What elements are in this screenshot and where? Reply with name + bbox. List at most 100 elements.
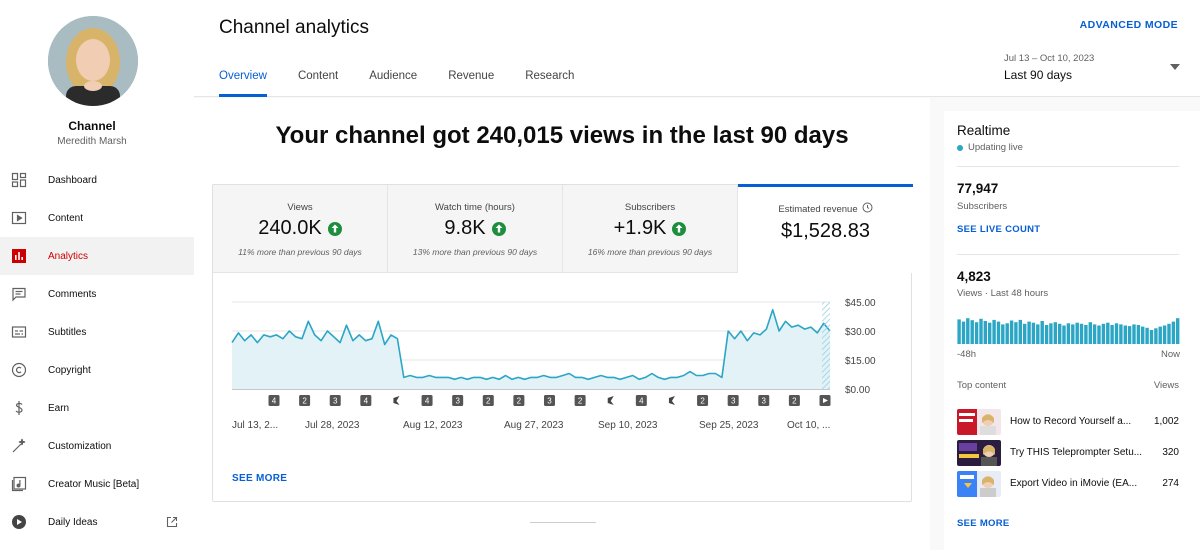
series-area [232, 309, 830, 389]
video-marker[interactable]: 3 [544, 395, 555, 406]
metric-tab-revenue[interactable]: Estimated revenue $1,528.83 [738, 184, 913, 273]
metric-tabs: Views 240.0K 11% more than previous 90 d… [213, 184, 913, 273]
metric-label: Subscribers [624, 202, 676, 213]
sidebar-item-label: Creator Music [Beta] [48, 478, 140, 490]
chevron-down-icon[interactable] [1170, 64, 1180, 70]
video-marker[interactable]: 4 [635, 395, 647, 406]
date-range-selector[interactable]: Last 90 days [1004, 68, 1073, 82]
sidebar-item-copyright[interactable]: Copyright [0, 351, 194, 389]
metric-label: Estimated revenue [778, 203, 858, 215]
advanced-mode-button[interactable]: ADVANCED MODE [1079, 19, 1178, 31]
y-tick-label: $0.00 [845, 385, 870, 396]
date-range-dates[interactable]: Jul 13 – Oct 10, 2023 [1004, 53, 1095, 64]
realtime-bar [1049, 323, 1053, 344]
sidebar-item-subtitles[interactable]: Subtitles [0, 313, 194, 351]
overview-panel: Your channel got 240,015 views in the la… [194, 98, 930, 550]
tab-content[interactable]: Content [297, 70, 339, 82]
video-marker[interactable] [605, 395, 616, 406]
metrics-card: Views 240.0K 11% more than previous 90 d… [212, 184, 913, 502]
external-link-icon[interactable] [166, 516, 178, 528]
video-marker[interactable]: 4 [360, 395, 372, 406]
svg-text:3: 3 [547, 397, 552, 406]
realtime-title: Realtime [957, 123, 1011, 138]
video-marker[interactable]: 2 [788, 395, 800, 406]
realtime-bar [1119, 324, 1123, 344]
subscriber-label: Subscribers [957, 201, 1008, 212]
sidebar-item-comments[interactable]: Comments [0, 275, 194, 313]
realtime-bar [1167, 323, 1171, 344]
video-thumbnail [957, 440, 1001, 466]
series-line [231, 308, 831, 381]
metric-tab-subscribers[interactable]: Subscribers +1.9K 16% more than previous… [563, 185, 738, 273]
sidebar-item-earn[interactable]: Earn [0, 389, 194, 427]
x-tick-label: Aug 12, 2023 [403, 420, 463, 431]
tab-revenue[interactable]: Revenue [448, 70, 495, 82]
realtime-bar [1145, 327, 1149, 344]
video-marker[interactable]: 3 [727, 395, 739, 406]
video-marker[interactable]: 2 [482, 395, 494, 406]
tab-research[interactable]: Research [525, 70, 575, 82]
tab-overview[interactable]: Overview [219, 70, 267, 97]
video-marker[interactable]: 3 [329, 395, 341, 406]
realtime-bar [1136, 325, 1141, 344]
realtime-bar [1154, 328, 1158, 344]
realtime-bar [1084, 325, 1088, 344]
revenue-chart[interactable]: $45.00 $30.00 $15.00 $0.00 4 2 3 4 4 3 2 2 3 2 4 2 3 3 2 Ju… [213, 285, 913, 460]
realtime-panel: Realtime Updating live 77,947 Subscriber… [944, 111, 1200, 550]
sidebar-item-customization[interactable]: Customization [0, 427, 194, 465]
avatar[interactable] [48, 16, 138, 106]
video-title: Export Video in iMovie (EA... [1010, 478, 1138, 489]
video-marker[interactable] [391, 395, 402, 406]
realtime-bar [1127, 326, 1132, 344]
metric-tab-watch-time[interactable]: Watch time (hours) 9.8K 13% more than pr… [388, 185, 563, 273]
video-marker[interactable]: 4 [421, 395, 433, 406]
tab-audience[interactable]: Audience [369, 70, 418, 82]
divider [530, 522, 596, 523]
see-more-button[interactable]: SEE MORE [232, 473, 288, 484]
video-thumbnail [957, 409, 1001, 435]
divider [957, 166, 1179, 167]
realtime-bar [1023, 323, 1027, 344]
metric-comparison: 11% more than previous 90 days [238, 247, 362, 257]
top-content-row[interactable]: Export Video in iMovie (EA... 274 [957, 471, 1179, 499]
sidebar-item-dashboard[interactable]: Dashboard [0, 161, 194, 199]
svg-text:4: 4 [364, 397, 369, 406]
realtime-bar [1110, 325, 1114, 344]
video-marker[interactable]: 4 [268, 395, 280, 406]
video-views: 1,002 [1153, 416, 1179, 427]
video-thumbnail [957, 471, 1001, 497]
video-marker[interactable]: 2 [513, 395, 525, 406]
video-views: 274 [1162, 478, 1179, 489]
top-content-row[interactable]: How to Record Yourself a... 1,002 [957, 409, 1179, 437]
realtime-bar [957, 319, 961, 344]
video-marker[interactable]: 3 [758, 395, 770, 406]
sidebar-item-creator-music[interactable]: Creator Music [Beta] [0, 465, 194, 503]
realtime-bar [1171, 321, 1176, 344]
realtime-bar-chart[interactable] [957, 312, 1180, 344]
see-live-count-button[interactable]: SEE LIVE COUNT [957, 224, 1041, 235]
realtime-bar [1075, 322, 1079, 344]
sidebar-item-content[interactable]: Content [0, 199, 194, 237]
realtime-bar [1092, 324, 1097, 344]
summary-headline: Your channel got 240,015 views in the la… [275, 122, 849, 149]
video-marker[interactable] [666, 395, 677, 406]
metric-value-row: 9.8K [388, 217, 562, 240]
sidebar-item-daily-ideas[interactable]: Daily Ideas [0, 503, 194, 541]
realtime-bar [1132, 324, 1136, 344]
video-marker[interactable] [819, 395, 831, 406]
metric-value-row: 240.0K [213, 217, 387, 240]
sidebar-item-analytics[interactable]: Analytics [0, 237, 194, 275]
video-marker[interactable]: 3 [452, 395, 464, 406]
video-marker[interactable]: 2 [299, 395, 311, 406]
live-dot-icon [957, 144, 963, 151]
see-more-top-content-button[interactable]: SEE MORE [957, 518, 1010, 529]
live-status-text: Updating live [968, 142, 1023, 153]
realtime-bars-svg [957, 318, 1180, 344]
sidebar-item-label: Analytics [48, 250, 89, 262]
sidebar-item-label: Daily Ideas [48, 516, 98, 528]
top-content-row[interactable]: Try THIS Teleprompter Setu... 320 [957, 440, 1179, 468]
video-marker[interactable]: 2 [697, 395, 709, 406]
realtime-bar [1097, 325, 1101, 344]
video-marker[interactable]: 2 [574, 395, 586, 406]
metric-tab-views[interactable]: Views 240.0K 11% more than previous 90 d… [213, 185, 388, 273]
